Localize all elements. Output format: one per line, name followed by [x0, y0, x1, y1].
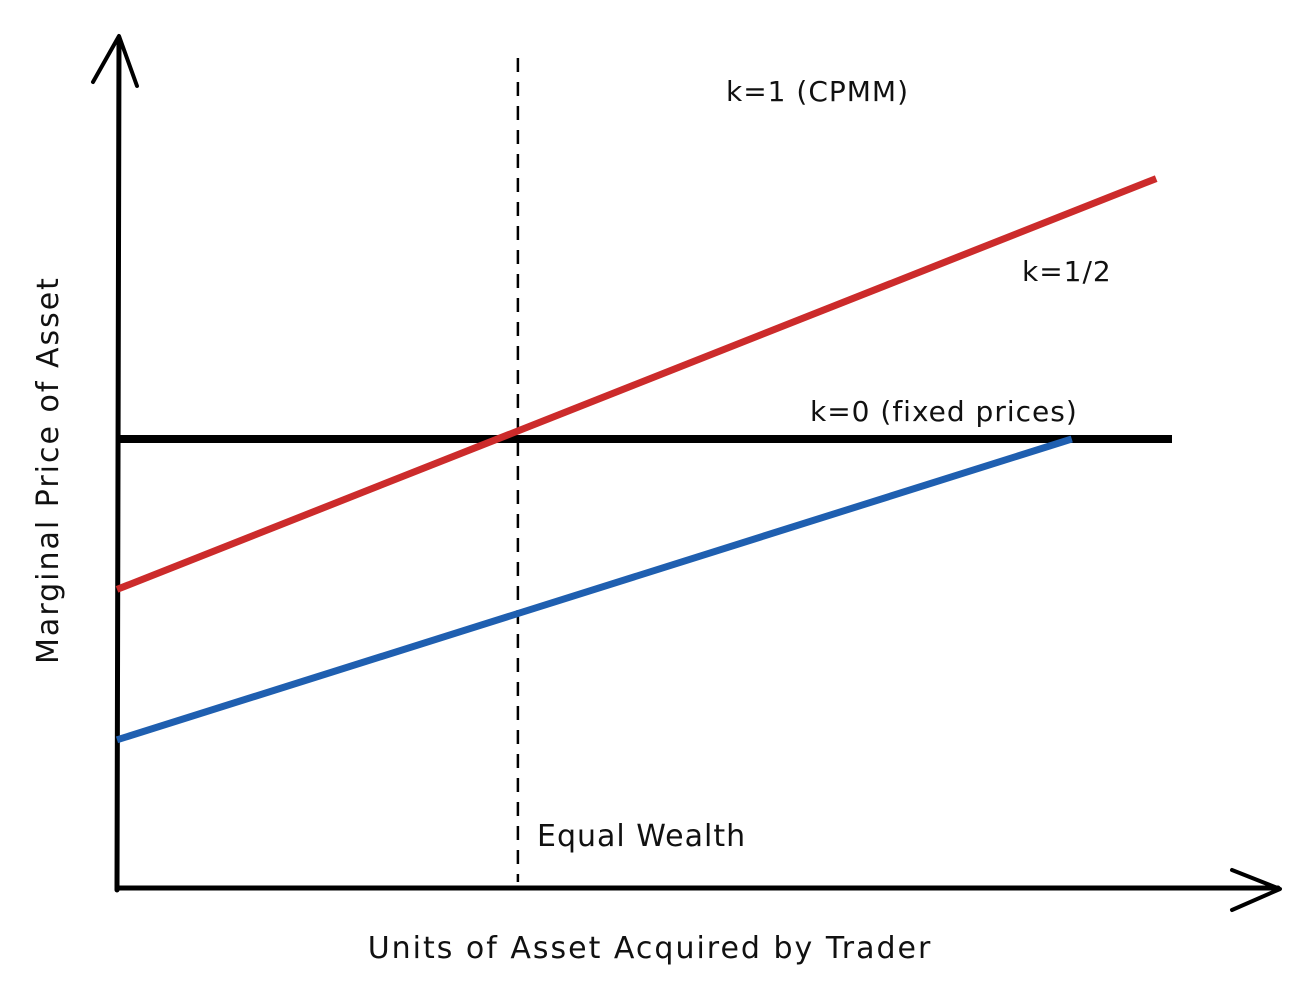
series-label-k1: k=1 (CPMM) [726, 75, 909, 108]
x-axis-arrowhead [1230, 868, 1282, 912]
series-line-k1 [115, 435, 1073, 744]
series-label-k0: k=0 (fixed prices) [810, 395, 1078, 428]
y-axis-arrowhead [91, 34, 139, 88]
series-label-khalf: k=1/2 [1022, 255, 1112, 288]
x-axis-label: Units of Asset Acquired by Trader [368, 931, 933, 966]
series-layer [115, 175, 1172, 744]
series-line-khalf [115, 175, 1158, 593]
y-axis-label: Marginal Price of Asset [31, 276, 66, 664]
axes [91, 34, 1282, 912]
y-axis [114, 35, 122, 893]
equal-wealth-label: Equal Wealth [537, 819, 746, 854]
